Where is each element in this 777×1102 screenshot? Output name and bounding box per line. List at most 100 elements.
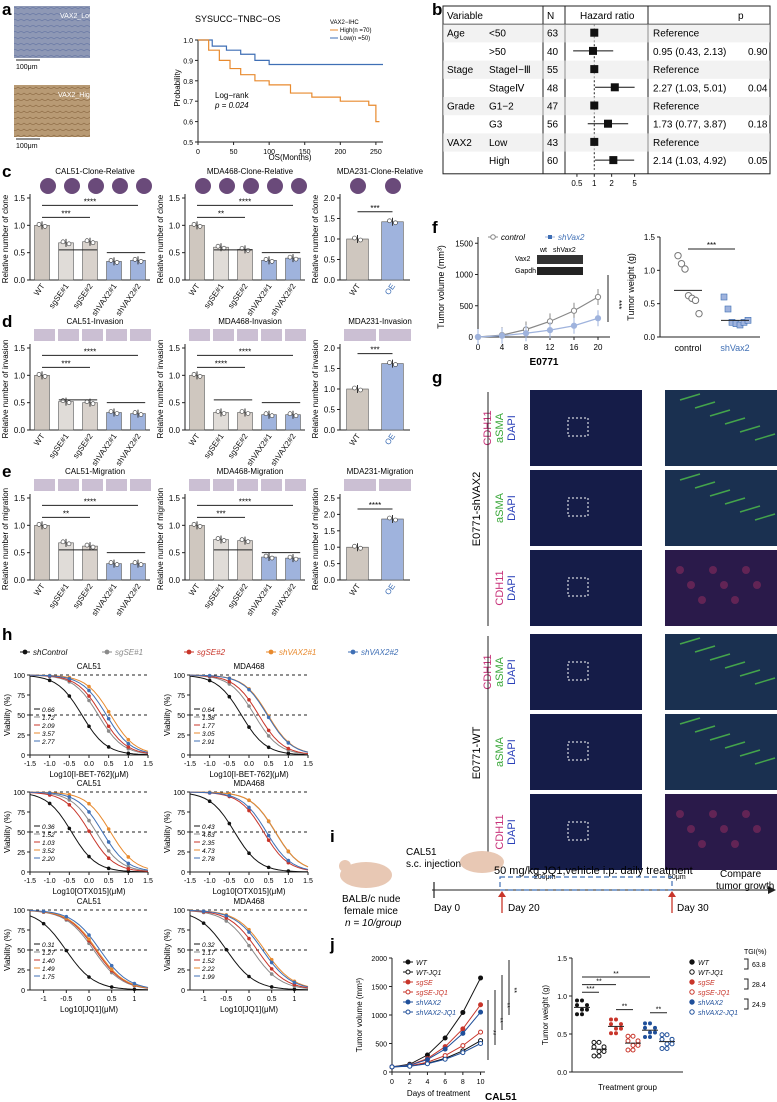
fw-ylabel: Tumor weight (g)	[626, 253, 636, 321]
h-ic50-label: 1.52	[202, 958, 215, 965]
if-green-fiber	[694, 481, 716, 489]
h-ic50-label: 2.91	[201, 739, 215, 746]
bar-category-label: sgSE#1	[47, 282, 71, 311]
bar	[34, 525, 50, 581]
bar-ytick-label: 0.0	[324, 426, 336, 435]
h-xtick-label: 0	[87, 996, 91, 1003]
bar-ytick-label: 2.0	[324, 194, 336, 203]
bar	[237, 249, 253, 281]
jw-point	[625, 1047, 631, 1053]
h-legend-marker	[104, 649, 110, 655]
forest-p: 0.04	[748, 83, 768, 94]
well-thumbnail	[82, 329, 103, 341]
jw-sig-label: **	[656, 1007, 662, 1014]
forest-level: StageⅠ−Ⅲ	[489, 65, 531, 76]
bar-ytick-label: 2.0	[324, 510, 336, 519]
fw-cat-sh: shVax2	[720, 343, 749, 353]
jv-ytick-label: 500	[375, 1042, 387, 1049]
forest-header-variable: Variable	[447, 11, 483, 22]
h-ytick-label: 100	[13, 790, 25, 797]
h-point	[286, 858, 291, 863]
ihc-high-scale: 100μm	[16, 143, 38, 150]
bar-title: MDA231-Invasion	[348, 317, 412, 326]
sig-label: **	[63, 509, 69, 518]
fw-control-point	[691, 296, 700, 305]
h-point	[247, 805, 251, 810]
if-green-fiber	[754, 677, 776, 685]
bar-point	[215, 536, 221, 541]
jw-point	[619, 1026, 623, 1031]
h-ylabel: Viability (%)	[3, 694, 12, 736]
h-title: CAL51	[77, 897, 102, 906]
bar-point	[114, 562, 120, 567]
f-legend-sh-marker	[548, 235, 552, 239]
forest-estimate: 2.27 (1.03, 5.01)	[653, 83, 726, 94]
h-xtick-label: 1.0	[283, 878, 293, 885]
jw-tgi-bracket	[744, 978, 749, 990]
panel-h: h shControl sgSE#1 sgSE#2 shVAX2#1 shVAX2#2 …	[2, 625, 399, 1014]
bar-point	[239, 537, 245, 542]
bar-point	[245, 539, 251, 544]
if-zoom-box	[567, 741, 589, 761]
h-point	[292, 987, 297, 992]
jw-point	[575, 1003, 579, 1008]
bar-point	[215, 243, 221, 249]
sig-label: ****	[239, 497, 251, 506]
bar-point	[387, 218, 392, 224]
mouse-icon	[340, 862, 392, 888]
h-point	[109, 985, 114, 989]
f-shvax2-point	[474, 333, 482, 341]
well-thumbnail	[34, 479, 55, 491]
bar-point	[132, 257, 138, 262]
bar-point	[132, 410, 138, 415]
bar-category-label: WT	[348, 282, 363, 297]
h-xtick-label: -1.0	[44, 878, 56, 885]
km-ytick-label: 1.0	[183, 38, 193, 45]
h-point	[126, 745, 131, 749]
forest-header-p: p	[738, 11, 744, 22]
h-xlabel: Log10[I-BET-762](μM)	[49, 770, 129, 779]
f-shvax2-point	[594, 315, 602, 322]
h-point	[247, 936, 251, 941]
jw-point	[614, 1017, 618, 1022]
bar-title: MDA468-Invasion	[218, 317, 282, 326]
h-ic50-label: 1.72	[42, 715, 55, 722]
h-ic50-label: 1.77	[202, 723, 215, 730]
jw-point	[630, 1033, 636, 1039]
h-xtick-label: -1	[200, 996, 206, 1003]
h-point	[201, 921, 206, 925]
bar-point	[36, 372, 42, 377]
bar-point	[66, 400, 72, 405]
forest-point	[609, 156, 618, 165]
forest-point	[590, 65, 599, 74]
jv-xtick-label: 8	[461, 1079, 465, 1086]
h-point	[47, 791, 52, 795]
bar-category-label: sgSE#2	[226, 432, 250, 461]
jw-point	[653, 1025, 657, 1030]
f-shvax2-point	[522, 330, 530, 337]
f-ylabel: Tumor volume (mm³)	[436, 245, 446, 329]
forest-estimate: Reference	[653, 29, 700, 40]
h-ytick-label: 75	[177, 928, 185, 935]
bar-ytick-label: 0.5	[14, 399, 26, 408]
h-xtick-label: -1.5	[24, 761, 36, 768]
bar-ylabel: Relative number of clone	[1, 194, 10, 283]
h-xlabel: Log10[OTX015](μM)	[212, 887, 285, 896]
if-green-fiber	[709, 653, 731, 661]
bar-panels: c d e CAL51-Clone-Relative 0.0 0.5 1.0 1.5 Re…	[1, 162, 424, 618]
fw-cat-control: control	[674, 343, 701, 353]
if-zoom-image	[665, 470, 777, 546]
colony-thumbnail	[136, 178, 152, 194]
jw-tgi-value: 24.9	[752, 1002, 766, 1009]
h-point	[47, 673, 52, 678]
jw-legend-label: shVAX2	[698, 1000, 723, 1007]
h-xtick-label: 1.5	[143, 761, 153, 768]
h-ytick-label: 75	[177, 693, 185, 700]
h-point	[247, 798, 251, 802]
forest-row-band	[443, 60, 770, 79]
if-red-cell	[709, 810, 717, 818]
bar-ytick-label: 0.0	[14, 576, 26, 585]
h-xtick-label: -1.0	[204, 761, 216, 768]
h-point	[292, 980, 297, 985]
